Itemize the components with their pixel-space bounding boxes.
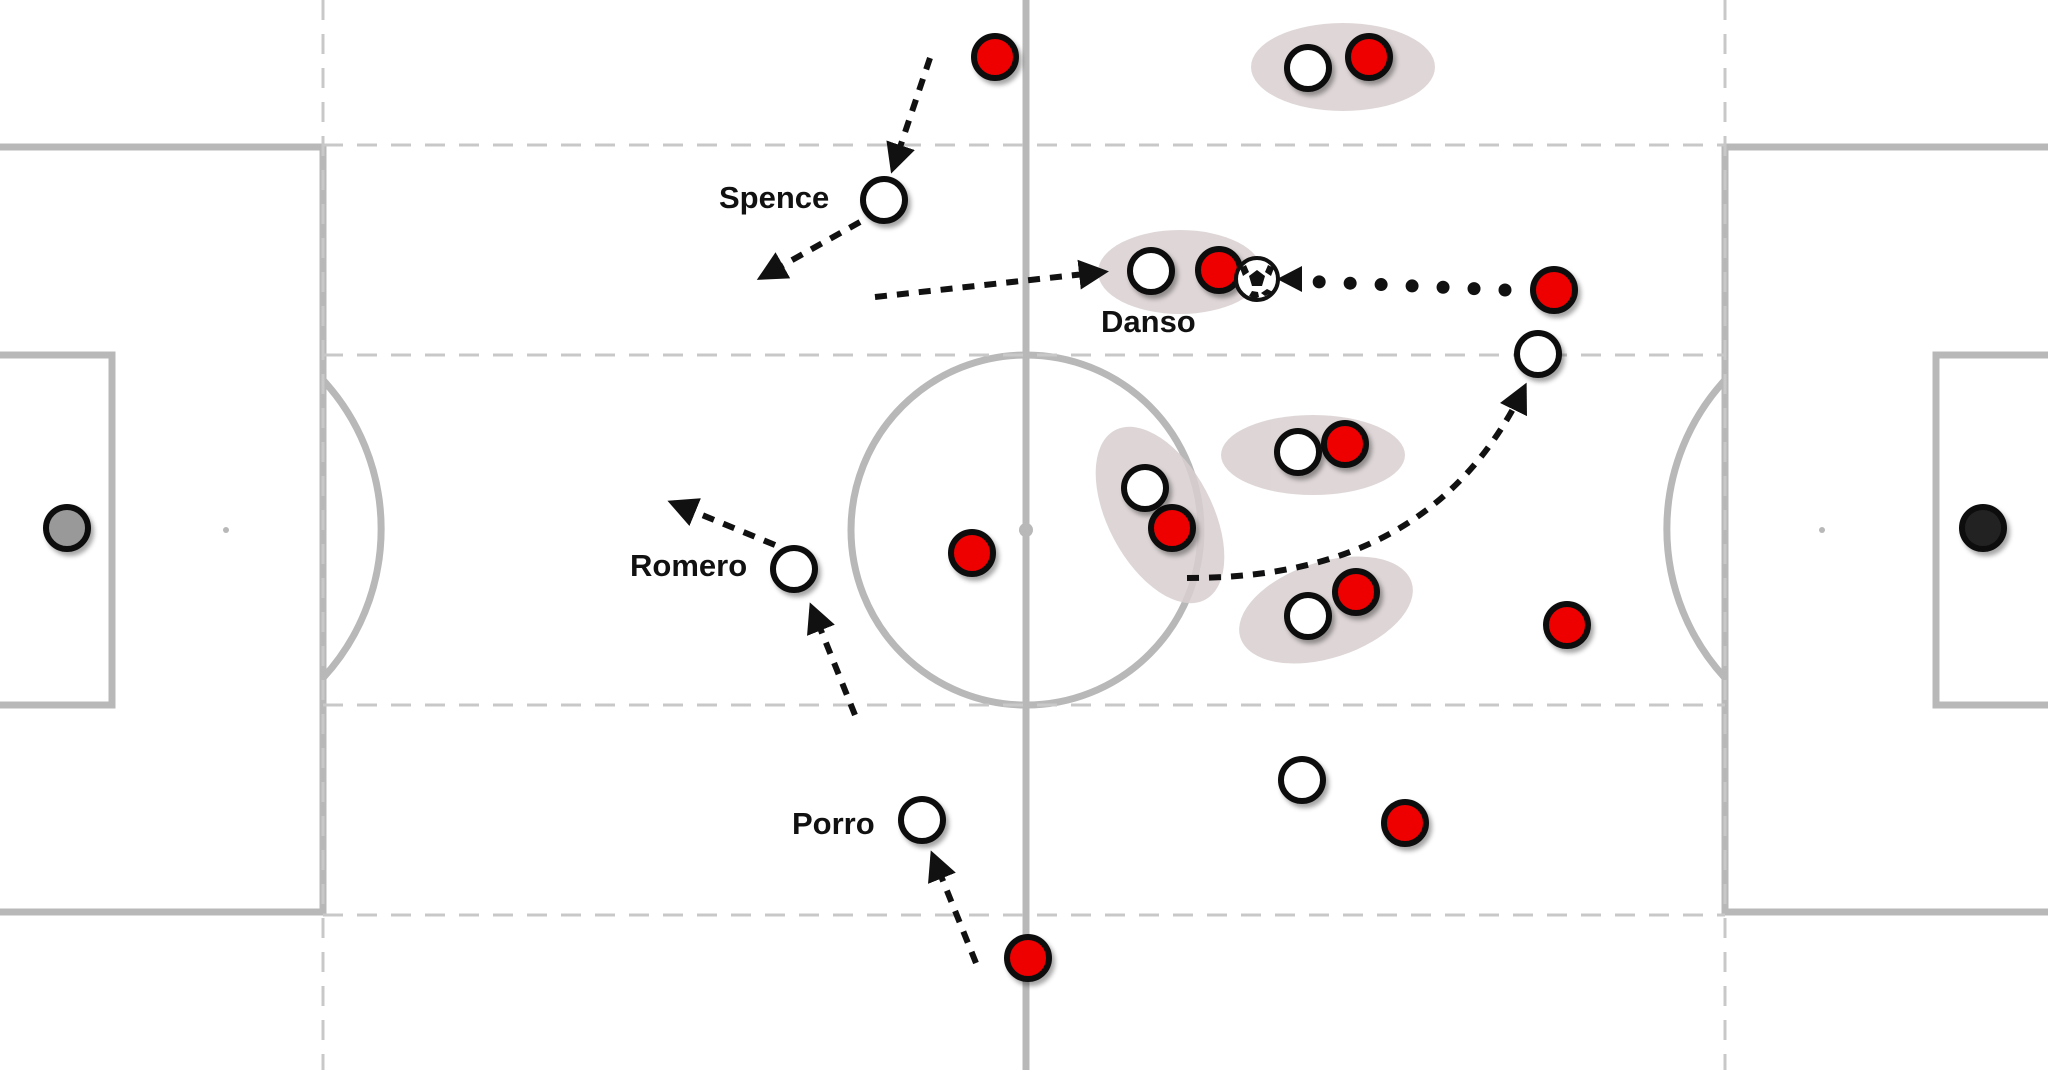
red-player xyxy=(1345,33,1393,81)
white-player xyxy=(1284,44,1332,92)
ball-icon xyxy=(1234,256,1280,302)
right-penalty-arc xyxy=(1663,377,1728,681)
white-player xyxy=(1274,428,1322,476)
white-player xyxy=(1284,592,1332,640)
red-player xyxy=(971,33,1019,81)
red-player xyxy=(1530,266,1578,314)
white-team xyxy=(770,44,1562,844)
red-player xyxy=(1195,246,1243,294)
left-penalty-spot xyxy=(223,527,229,533)
arrow-porro-run xyxy=(928,850,979,965)
white-player-spence xyxy=(860,176,908,224)
movement-arrows xyxy=(667,57,1527,965)
label-porro: Porro xyxy=(792,806,875,841)
right-penalty-spot xyxy=(1819,527,1825,533)
arrow-curved-run xyxy=(1186,382,1527,581)
right-goalkeeper xyxy=(1959,504,2007,552)
arrow-spence-run xyxy=(886,57,933,174)
white-player-porro xyxy=(898,796,946,844)
red-player xyxy=(1004,934,1052,982)
label-spence: Spence xyxy=(719,180,829,215)
red-player xyxy=(1148,504,1196,552)
ball-pass-arrow xyxy=(1277,266,1512,297)
arrow-romero-run xyxy=(807,602,858,717)
zone-lines xyxy=(321,0,1727,1070)
white-player xyxy=(1121,464,1169,512)
red-player xyxy=(1321,420,1369,468)
white-player-danso xyxy=(1127,247,1175,295)
marking-pair-highlights xyxy=(1095,23,1435,664)
red-player xyxy=(1381,799,1429,847)
label-danso: Danso xyxy=(1101,304,1196,339)
white-player-romero xyxy=(770,545,818,593)
red-team xyxy=(948,33,1591,982)
left-goal-box xyxy=(0,351,116,709)
red-player xyxy=(1543,601,1591,649)
center-spot xyxy=(1019,523,1033,537)
red-player xyxy=(1332,568,1380,616)
right-goal-box xyxy=(1932,351,2048,709)
arrow-spence-out xyxy=(756,219,862,280)
label-romero: Romero xyxy=(630,548,747,583)
left-goalkeeper xyxy=(43,504,91,552)
arrow-danso-run xyxy=(874,259,1109,300)
pair-highlight xyxy=(1251,23,1435,111)
white-player xyxy=(1278,756,1326,804)
red-player xyxy=(948,529,996,577)
white-player xyxy=(1514,330,1562,378)
arrow-romero-out xyxy=(667,498,777,548)
left-penalty-arc xyxy=(320,377,385,681)
